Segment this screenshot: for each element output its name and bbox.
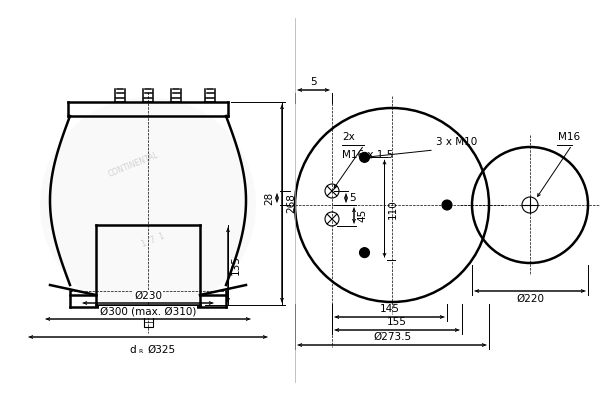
Text: 5: 5 bbox=[349, 193, 356, 203]
Text: Ø300 (max. Ø310): Ø300 (max. Ø310) bbox=[100, 307, 196, 317]
Text: 5: 5 bbox=[310, 77, 317, 87]
Text: Ø273.5: Ø273.5 bbox=[373, 332, 411, 342]
Text: Ø230: Ø230 bbox=[134, 291, 162, 301]
Text: M16 x 1.5: M16 x 1.5 bbox=[342, 150, 394, 160]
Text: 2x: 2x bbox=[342, 132, 355, 142]
Text: R: R bbox=[138, 349, 142, 354]
Text: 268: 268 bbox=[286, 194, 296, 214]
Text: Ø220: Ø220 bbox=[516, 294, 544, 304]
Bar bbox=[143, 307, 152, 327]
Circle shape bbox=[40, 97, 256, 313]
Circle shape bbox=[359, 152, 370, 162]
Text: 3 x M10: 3 x M10 bbox=[436, 137, 477, 147]
Text: M16: M16 bbox=[558, 132, 580, 142]
Text: Ø325: Ø325 bbox=[147, 345, 175, 355]
Text: d: d bbox=[130, 345, 136, 355]
Circle shape bbox=[359, 248, 370, 258]
Text: 1  7  1: 1 7 1 bbox=[140, 231, 166, 249]
Text: 28: 28 bbox=[264, 191, 274, 205]
Text: 155: 155 bbox=[387, 317, 407, 327]
Text: 145: 145 bbox=[380, 304, 400, 314]
Circle shape bbox=[442, 200, 452, 210]
Text: CONTINENTAL: CONTINENTAL bbox=[107, 151, 160, 179]
Text: 110: 110 bbox=[388, 199, 398, 218]
Text: 45: 45 bbox=[357, 209, 367, 222]
Text: 135: 135 bbox=[231, 255, 241, 275]
